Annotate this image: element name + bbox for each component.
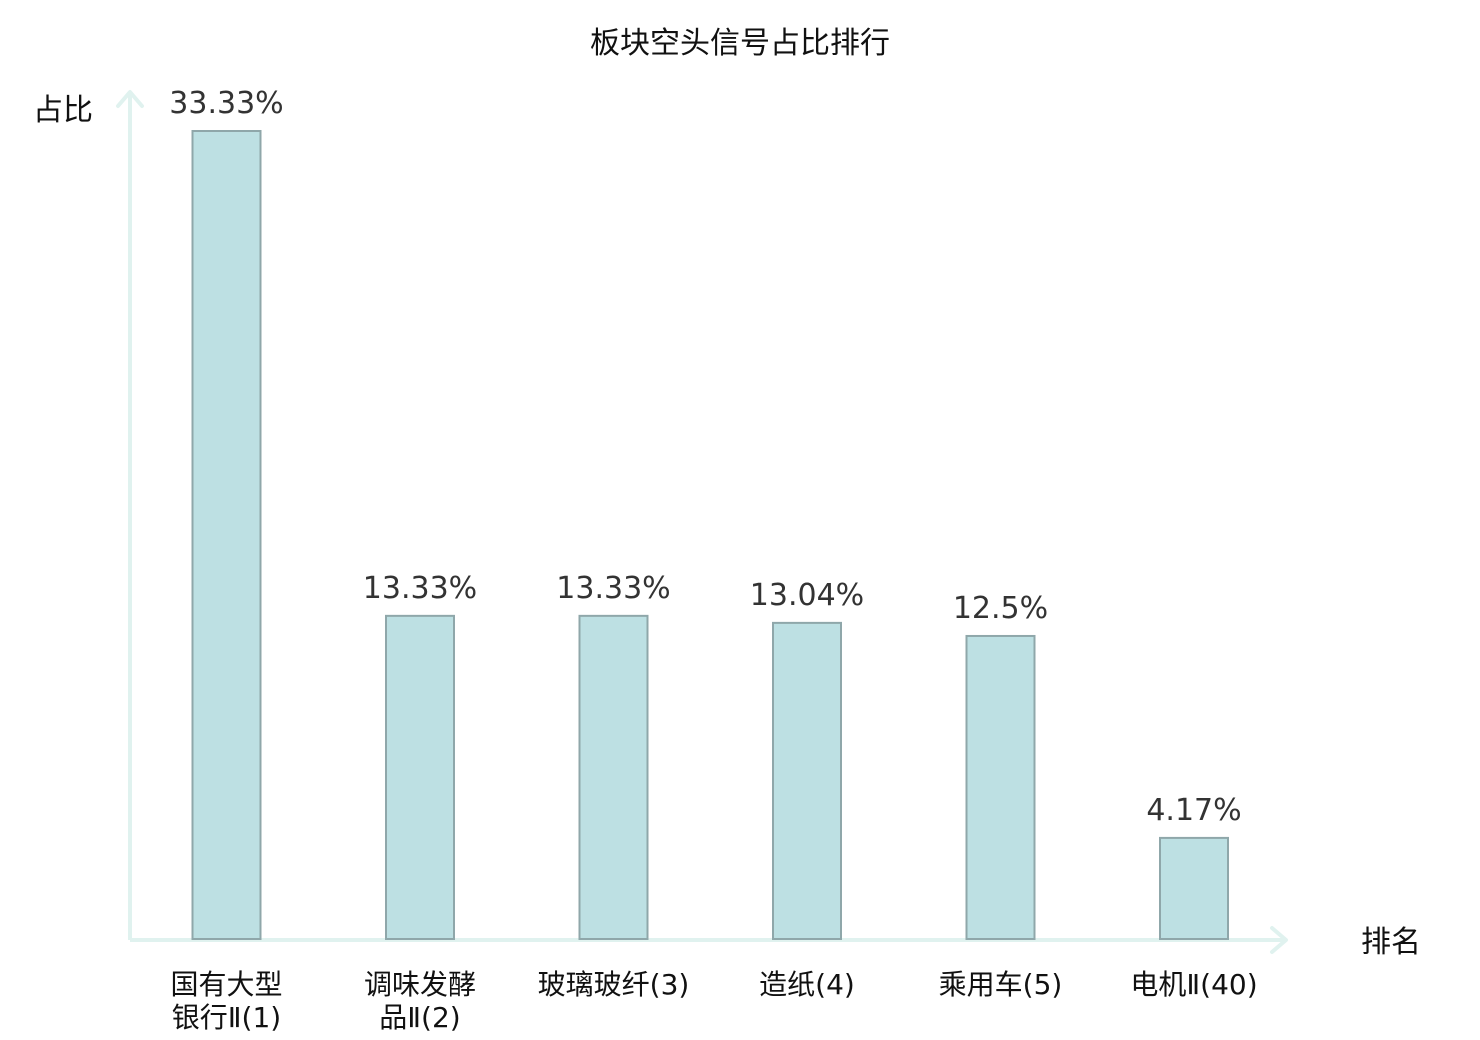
bar-5 [965, 634, 1036, 941]
category-label-2-line-2: 品Ⅱ(2) [379, 1001, 460, 1034]
category-label-1-line-2: 银行Ⅱ(1) [172, 1001, 281, 1034]
category-label-1-line-1: 国有大型 [170, 968, 282, 1001]
value-label-1: 33.33% [169, 86, 283, 121]
value-label-5: 12.5% [953, 591, 1048, 626]
bar-2 [385, 614, 455, 941]
category-label-6: 电机Ⅱ(40) [1130, 968, 1257, 1001]
value-label-4: 13.04% [750, 578, 864, 613]
chart-title: 板块空头信号占比排行 [590, 26, 890, 61]
bar-4 [772, 621, 842, 940]
category-label-5: 乘用车(5) [939, 968, 1063, 1001]
bars-group [191, 130, 1229, 941]
x-axis-label: 排名 [1361, 925, 1421, 960]
y-axis-arrow-icon [116, 90, 144, 108]
category-label-2-line-1: 调味发酵 [364, 968, 476, 1001]
value-labels-group: 33.33% 13.33% 13.33% 13.04% 12.5% 4.17% [169, 86, 1241, 828]
x-axis-arrow-icon [1270, 926, 1288, 954]
y-axis-label: 占比 [33, 93, 93, 128]
bar-6 [1159, 836, 1229, 941]
category-label-4: 造纸(4) [759, 968, 855, 1001]
value-label-2: 13.33% [363, 571, 477, 606]
bar-3 [578, 614, 649, 941]
axes [116, 90, 1288, 954]
category-label-3: 玻璃玻纤(3) [538, 968, 690, 1001]
value-label-6: 4.17% [1146, 793, 1241, 828]
bar-1 [191, 130, 262, 940]
value-label-3: 13.33% [556, 571, 670, 606]
